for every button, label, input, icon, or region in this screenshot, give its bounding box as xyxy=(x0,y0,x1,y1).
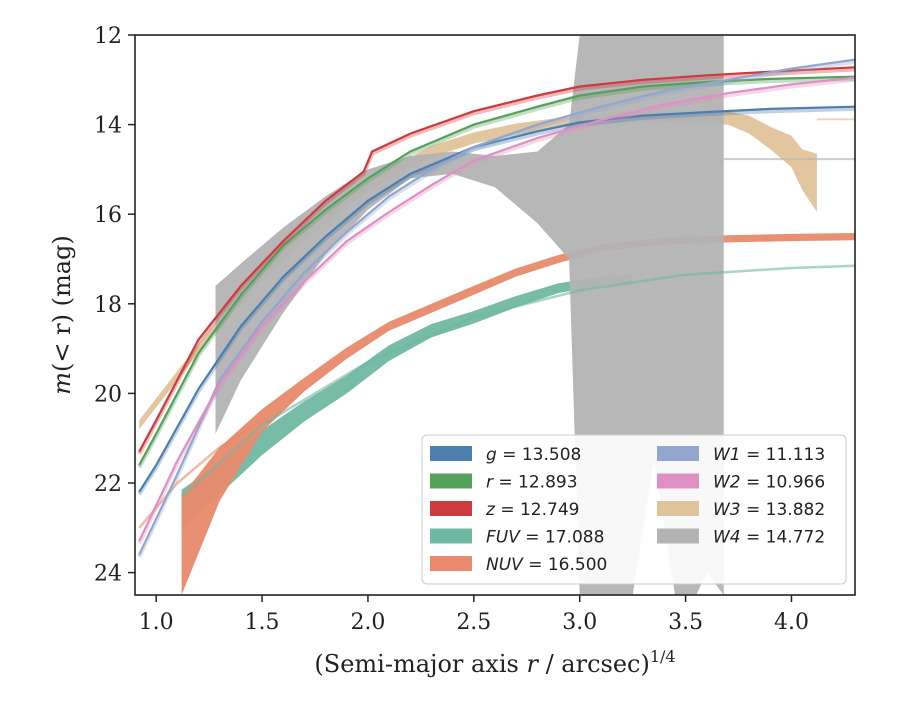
x-tick-label: 2.0 xyxy=(350,610,385,635)
legend-label-w1: W1 = 11.113 xyxy=(713,445,825,465)
legend-swatch-z xyxy=(430,501,472,516)
legend-swatch-w2 xyxy=(657,473,699,489)
plot-frame xyxy=(134,34,856,596)
series-line-w2 xyxy=(138,76,855,542)
legend-swatch-fuv xyxy=(430,528,472,544)
legend-swatch-g xyxy=(430,446,472,461)
legend-label-z: z = 12.749 xyxy=(485,500,579,520)
legend-label-fuv: FUV = 17.088 xyxy=(486,528,604,548)
x-axis-label: (Semi-major axis r / arcsec)1/4 xyxy=(314,647,675,678)
series-line-w1 xyxy=(138,58,855,556)
x-tick-label: 3.0 xyxy=(562,610,597,635)
legend-label-nuv: NUV = 16.500 xyxy=(486,555,607,575)
lines-layer xyxy=(137,58,855,558)
model-line-w1 xyxy=(137,59,855,558)
x-tick-label: 2.5 xyxy=(456,610,491,635)
legend-label-g: g = 13.508 xyxy=(486,445,581,465)
legend-label-w4: W4 = 14.772 xyxy=(713,528,825,548)
y-tick-label: 24 xyxy=(94,562,122,587)
model-line-r xyxy=(137,76,855,469)
x-tick-label: 3.5 xyxy=(668,610,703,635)
legend: g = 13.508 r = 12.893 z = 12.749 FUV = 17.0… xyxy=(421,434,847,585)
x-tick-label: 1.5 xyxy=(245,610,280,635)
legend-swatch-r xyxy=(430,473,472,489)
y-tick-label: 22 xyxy=(94,472,122,497)
legend-label-r: r = 12.893 xyxy=(486,473,578,493)
series-line-g xyxy=(138,105,855,493)
model-line-nuv xyxy=(138,419,263,529)
series-line-z xyxy=(138,66,855,453)
legend-swatch-w3 xyxy=(657,501,699,516)
y-tick-label: 18 xyxy=(94,293,122,318)
y-axis-label: m(< r) (mag) xyxy=(48,235,76,395)
y-tick-label: 12 xyxy=(94,24,122,49)
legend-label-w3: W3 = 13.882 xyxy=(713,500,825,520)
legend-swatch-w1 xyxy=(657,446,699,461)
legend-frame xyxy=(421,434,847,585)
y-tick-label: 20 xyxy=(94,382,122,407)
model-line-g xyxy=(137,106,855,496)
x-tick-label: 4.0 xyxy=(774,610,809,635)
y-tick-label: 14 xyxy=(94,114,122,139)
series-line-r xyxy=(138,75,855,466)
model-line-z xyxy=(137,67,855,455)
ticks-layer: 1.0 1.5 2.0 2.5 3.0 3.5 4.0 12 14 16 18 20 22 24 xyxy=(94,24,809,635)
legend-swatch-w4 xyxy=(657,528,699,544)
y-tick-label: 16 xyxy=(94,203,122,228)
model-line-fuv xyxy=(180,264,855,498)
legend-label-w2: W2 = 10.966 xyxy=(713,473,825,493)
legend-items: g = 13.508 r = 12.893 z = 12.749 FUV = 17.0… xyxy=(430,445,825,575)
legend-swatch-nuv xyxy=(430,556,472,571)
x-tick-label: 1.0 xyxy=(139,610,174,635)
model-line-w2 xyxy=(137,77,855,545)
